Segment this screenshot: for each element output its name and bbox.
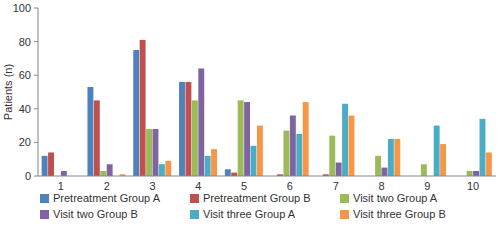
bar <box>336 163 342 176</box>
x-tick-label: 6 <box>287 180 293 192</box>
bar <box>211 149 217 176</box>
bar <box>100 171 106 176</box>
bar <box>165 161 171 176</box>
y-tick <box>34 41 38 42</box>
bar <box>192 100 198 176</box>
bar <box>388 139 394 176</box>
bar <box>394 139 400 176</box>
bar <box>486 152 492 176</box>
legend-label: Pretreatment Group B <box>203 192 311 204</box>
bar <box>349 116 355 176</box>
bar <box>467 171 473 176</box>
bar <box>198 68 204 176</box>
x-tick-label: 1 <box>58 180 64 192</box>
bar <box>257 126 263 176</box>
bar <box>48 152 54 176</box>
bar <box>382 168 388 176</box>
bar <box>251 146 257 176</box>
bar <box>421 164 427 176</box>
bar <box>153 129 159 176</box>
y-axis <box>38 8 39 176</box>
bar <box>107 164 113 176</box>
bar <box>440 144 446 176</box>
x-tick-label: 9 <box>424 180 430 192</box>
bars <box>42 40 492 176</box>
bar <box>87 87 93 176</box>
bar <box>140 40 146 176</box>
bar <box>296 134 302 176</box>
bar <box>290 116 296 176</box>
x-axis <box>38 176 496 177</box>
legend-swatch <box>340 210 349 219</box>
x-tick-label: 4 <box>195 180 201 192</box>
bar <box>225 169 231 176</box>
y-tick-label: 0 <box>25 170 31 182</box>
bar <box>283 131 289 176</box>
bar <box>42 156 48 176</box>
y-tick-label: 20 <box>19 136 31 148</box>
bar <box>61 171 67 176</box>
legend-label: Visit three Group B <box>353 208 446 220</box>
y-tick <box>34 176 38 177</box>
bar <box>159 164 165 176</box>
legend-label: Visit three Group A <box>203 208 296 220</box>
legend-swatch <box>40 210 49 219</box>
bar <box>329 136 335 176</box>
legend-swatch <box>340 194 349 203</box>
legend-label: Pretreatment Group A <box>53 192 161 204</box>
x-tick-label: 8 <box>378 180 384 192</box>
x-tick-label: 5 <box>241 180 247 192</box>
bar <box>342 104 348 176</box>
bar <box>303 102 309 176</box>
y-tick <box>34 75 38 76</box>
x-tick-label: 2 <box>104 180 110 192</box>
x-tick-label: 3 <box>149 180 155 192</box>
bar <box>179 82 185 176</box>
bar <box>473 171 479 176</box>
bar <box>434 126 440 176</box>
y-tick-label: 60 <box>19 69 31 81</box>
legend-label: Visit two Group A <box>353 192 438 204</box>
bar <box>375 156 381 176</box>
y-axis-label: Patients (n) <box>2 64 14 120</box>
x-tick-label: 7 <box>333 180 339 192</box>
y-tick <box>34 142 38 143</box>
bar <box>205 156 211 176</box>
legend-swatch <box>40 194 49 203</box>
x-tick-label: 10 <box>467 180 479 192</box>
bar <box>238 100 244 176</box>
bar <box>185 82 191 176</box>
bar <box>480 119 486 176</box>
y-tick <box>34 108 38 109</box>
bar <box>231 173 237 176</box>
legend-swatch <box>190 210 199 219</box>
bar <box>244 102 250 176</box>
bar <box>94 100 100 176</box>
bar <box>146 129 152 176</box>
legend-swatch <box>190 194 199 203</box>
bar <box>133 50 139 176</box>
y-tick-label: 100 <box>13 2 31 14</box>
y-tick <box>34 8 38 9</box>
y-tick-label: 80 <box>19 36 31 48</box>
y-tick-label: 40 <box>19 103 31 115</box>
legend-label: Visit two Group B <box>53 208 138 220</box>
